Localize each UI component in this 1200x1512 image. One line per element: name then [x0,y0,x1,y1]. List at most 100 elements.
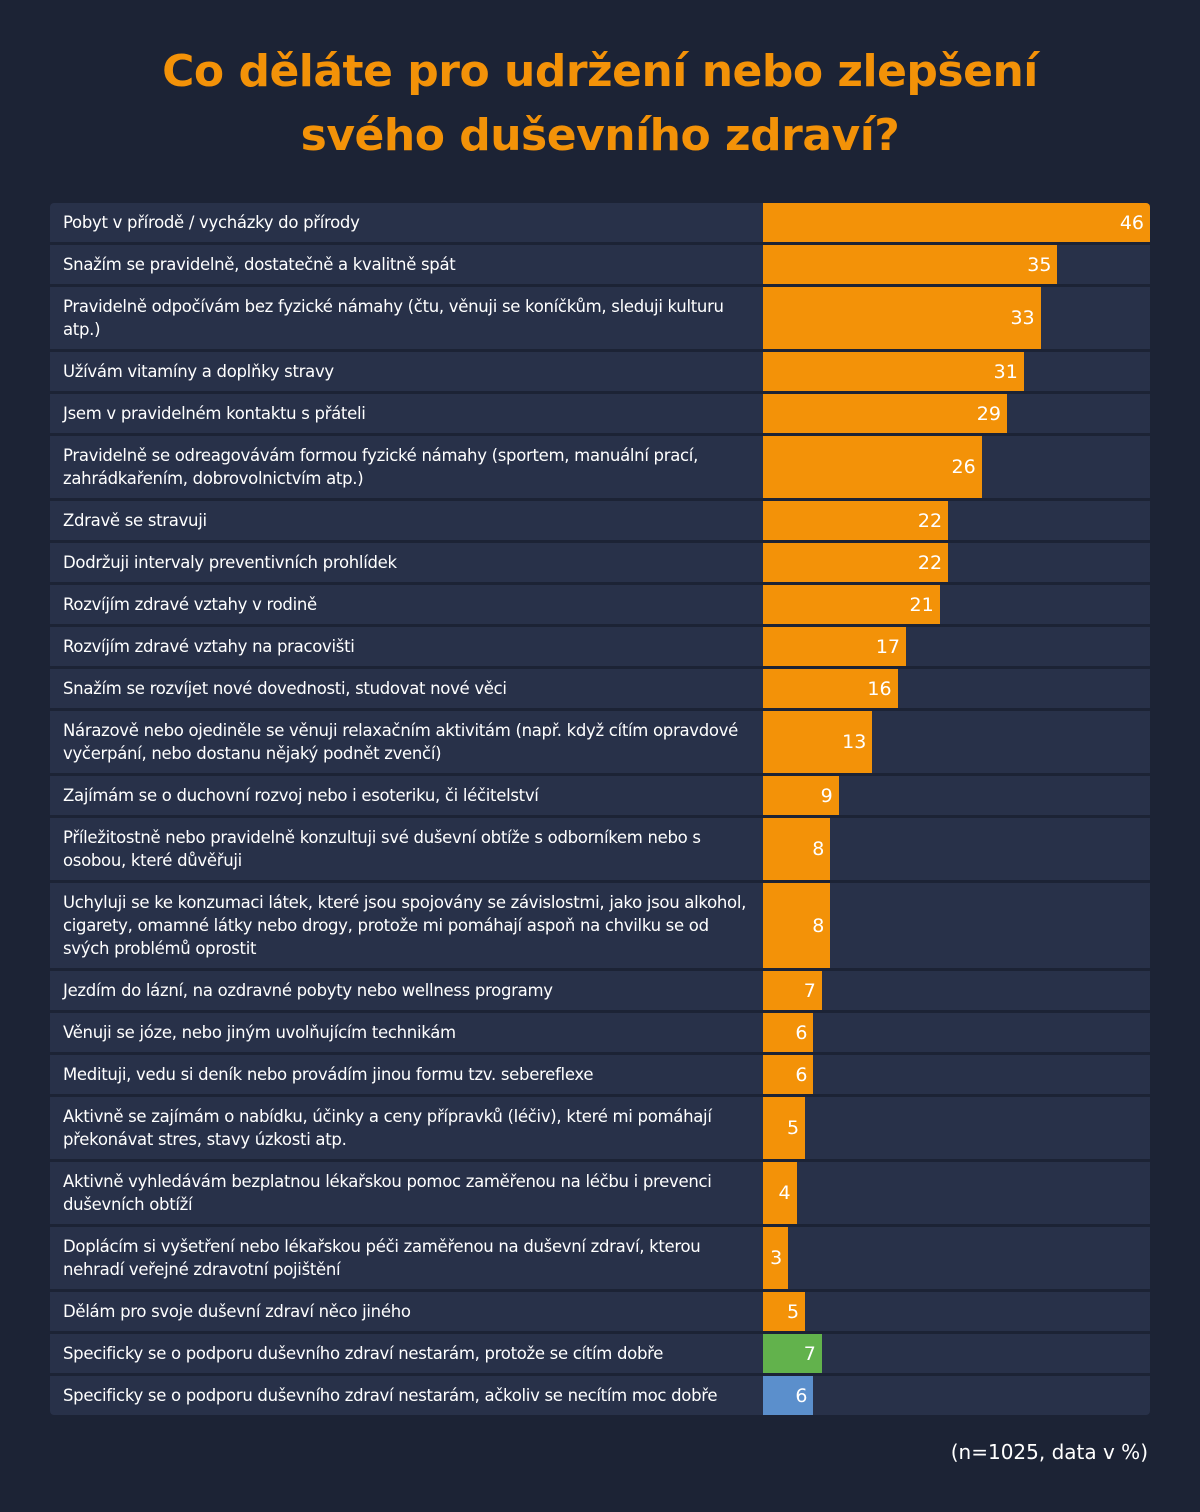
bar-row: Specificky se o podporu duševního zdraví… [50,1376,1150,1415]
chart-title: Co děláte pro udržení nebo zlepšení svéh… [0,40,1200,168]
bar: 22 [763,501,949,540]
bar-row: Nárazově nebo ojediněle se věnuji relaxa… [50,711,1150,773]
category-label: Uchyluji se ke konzumaci látek, které js… [63,893,747,958]
category-label: Medituji, vedu si deník nebo provádím ji… [63,1065,594,1084]
data-label: 9 [820,784,833,807]
data-label: 21 [909,593,934,616]
bar: 33 [763,287,1041,349]
bar-row: Snažím se pravidelně, dostatečně a kvali… [50,245,1150,284]
title-line-1: Co děláte pro udržení nebo zlepšení [162,46,1038,97]
category-label: Jsem v pravidelném kontaktu s přáteli [63,404,366,423]
bar-row: Rozvíjím zdravé vztahy na pracovišti 17 [50,627,1150,666]
bar-row: Dodržuji intervaly preventivních prohlíd… [50,543,1150,582]
bar-row: Aktivně se zajímám o nabídku, účinky a c… [50,1097,1150,1159]
bar: 22 [763,543,949,582]
data-label: 13 [842,731,867,753]
category-label: Nárazově nebo ojediněle se věnuji relaxa… [63,721,739,763]
category-label: Pravidelně se odreagovávám formou fyzick… [63,446,699,488]
data-label: 26 [951,456,976,478]
data-label: 8 [812,838,825,860]
bar-row: Věnuji se józe, nebo jiným uvolňujícím t… [50,1013,1150,1052]
bar-row: Zajímám se o duchovní rozvoj nebo i esot… [50,776,1150,815]
data-label: 6 [795,1384,808,1407]
category-label: Rozvíjím zdravé vztahy na pracovišti [63,637,355,656]
category-label: Pravidelně odpočívám bez fyzické námahy … [63,297,724,339]
data-label: 22 [917,551,943,574]
data-label: 6 [795,1063,808,1086]
bar-row: Doplácím si vyšetření nebo lékařskou péč… [50,1227,1150,1289]
category-label: Aktivně vyhledávám bezplatnou lékařskou … [63,1172,712,1214]
data-label: 29 [976,402,1001,425]
data-label: 35 [1027,253,1052,276]
bar: 16 [763,669,898,708]
data-label: 4 [778,1182,791,1204]
data-label: 31 [993,360,1018,383]
data-label: 22 [917,509,943,532]
bar: 5 [763,1097,806,1159]
bar-row: Zdravě se stravuji 22 [50,501,1150,540]
bar-row: Užívám vitamíny a doplňky stravy 31 [50,352,1150,391]
bar: 8 [763,883,831,968]
category-label: Rozvíjím zdravé vztahy v rodině [63,595,317,614]
data-label: 46 [1119,211,1144,234]
category-label: Specificky se o podporu duševního zdraví… [63,1386,718,1405]
bar: 7 [763,1334,822,1373]
category-label: Snažím se pravidelně, dostatečně a kvali… [63,255,456,274]
category-label: Jezdím do lázní, na ozdravné pobyty nebo… [63,981,553,1000]
data-label: 16 [867,677,892,700]
bar-row: Jezdím do lázní, na ozdravné pobyty nebo… [50,971,1150,1010]
category-label: Aktivně se zajímám o nabídku, účinky a c… [63,1107,712,1149]
bar-row: Aktivně vyhledávám bezplatnou lékařskou … [50,1162,1150,1224]
bar-row: Snažím se rozvíjet nové dovednosti, stud… [50,669,1150,708]
data-label: 7 [803,979,816,1002]
data-label: 7 [803,1342,816,1365]
bar: 26 [763,436,982,498]
data-label: 5 [786,1300,800,1323]
data-label: 5 [786,1117,800,1139]
bar: 35 [763,245,1058,284]
bar-row: Pobyt v přírodě / vycházky do přírody 46 [50,203,1150,242]
bar: 13 [763,711,873,773]
category-label: Užívám vitamíny a doplňky stravy [63,362,334,381]
bar: 31 [763,352,1024,391]
category-label: Dělám pro svoje duševní zdraví něco jiné… [63,1302,411,1321]
bar-row: Jsem v pravidelném kontaktu s přáteli 29 [50,394,1150,433]
bar-row: Specificky se o podporu duševního zdraví… [50,1334,1150,1373]
category-label: Zajímám se o duchovní rozvoj nebo i esot… [63,786,539,805]
category-label: Příležitostně nebo pravidelně konzultuji… [63,828,701,870]
data-label: 33 [1010,307,1035,329]
bar-row: Pravidelně odpočívám bez fyzické námahy … [50,287,1150,349]
sample-note: (n=1025, data v %) [950,1440,1148,1464]
bar: 8 [763,818,831,880]
title-line-2: svého duševního zdraví? [300,110,900,161]
category-label: Pobyt v přírodě / vycházky do přírody [63,213,360,232]
category-label: Specificky se o podporu duševního zdraví… [63,1344,664,1363]
category-label: Zdravě se stravuji [63,511,207,530]
bar: 46 [763,203,1150,242]
bar: 4 [763,1162,797,1224]
bar-row: Medituji, vedu si deník nebo provádím ji… [50,1055,1150,1094]
category-label: Dodržuji intervaly preventivních prohlíd… [63,553,397,572]
bar-chart: Pobyt v přírodě / vycházky do přírody 46 S… [50,203,1150,1415]
bar: 21 [763,585,940,624]
bar-row: Rozvíjím zdravé vztahy v rodině 21 [50,585,1150,624]
bar-row: Příležitostně nebo pravidelně konzultuji… [50,818,1150,880]
bar-row: Dělám pro svoje duševní zdraví něco jiné… [50,1292,1150,1331]
data-label: 17 [875,635,901,658]
bar: 17 [763,627,907,666]
bar: 6 [763,1013,814,1052]
bar: 5 [763,1292,806,1331]
bar: 7 [763,971,822,1010]
category-label: Doplácím si vyšetření nebo lékařskou péč… [63,1237,701,1279]
bar: 29 [763,394,1007,433]
bar: 6 [763,1376,814,1415]
bar: 6 [763,1055,814,1094]
data-label: 8 [812,914,825,937]
bar: 9 [763,776,839,815]
bar-row: Pravidelně se odreagovávám formou fyzick… [50,436,1150,498]
category-label: Snažím se rozvíjet nové dovednosti, stud… [63,679,507,698]
data-label: 6 [795,1021,808,1044]
category-label: Věnuji se józe, nebo jiným uvolňujícím t… [63,1023,456,1042]
data-label: 3 [770,1247,783,1269]
bar: 3 [763,1227,789,1289]
